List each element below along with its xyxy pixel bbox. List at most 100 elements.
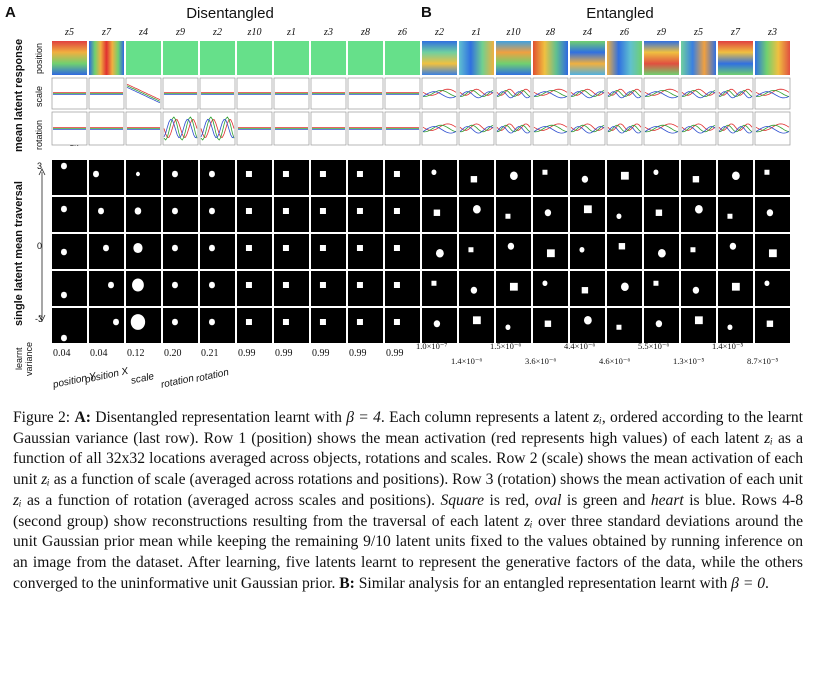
reconstruction-shape [319,171,326,177]
caption-zi: zᵢ [41,471,50,489]
caption-text: is red, [484,491,535,509]
caption-text: Disentangled representation learnt with [90,409,347,426]
response-curve [607,88,642,96]
reconstruction-shape [472,204,481,214]
response-curve [607,126,642,134]
traversal-cell [422,271,457,306]
reconstruction-shape [727,324,733,330]
reconstruction-shape [282,282,289,288]
traversal-cell [533,271,568,306]
reconstruction-shape [768,249,777,258]
response-curve [496,91,531,99]
response-curve [718,88,753,96]
caption-b-label: B: [339,574,355,592]
a-latent-label: z3 [324,27,333,38]
traversal-cell [385,197,420,232]
caption-text: , ordered according to the learnt Gaussi… [13,409,803,447]
a-latent-label: z4 [139,27,148,38]
learnt-variance-value: 0.20 [164,348,182,359]
caption-oval: oval [534,491,562,509]
response-curve [755,124,790,133]
b-latent-label: z8 [546,27,555,38]
caption-fig-label: Figure 2: [13,409,71,426]
traversal-cell [52,308,87,343]
traversal-cell [681,308,716,343]
caption-text: as a function of all 32x32 locations ave… [13,429,804,489]
traversal-cell [570,234,605,269]
reconstruction-shape [282,208,289,214]
traversal-cell [459,234,494,269]
traversal-cell [311,160,346,195]
position-heatmap [348,41,383,75]
learnt-variance-value: 1.0×10⁻⁷ [416,341,448,351]
learnt-variance-value: 0.99 [386,348,404,359]
response-curve [755,91,790,99]
reconstruction-shape [731,282,740,291]
a-latent-label: z1 [287,27,296,38]
reconstruction-shape [245,171,252,177]
reconstruction-shape [208,207,215,215]
caption-zi: zᵢ [593,409,602,426]
reconstruction-shape [655,209,663,216]
traversal-cell [89,271,124,306]
reconstruction-shape [468,247,474,253]
learnt-variance-value: 1.3×10⁻⁵ [673,356,705,366]
traversal-cell [348,234,383,269]
response-curve [200,118,235,139]
traversal-cell [607,234,642,269]
reconstruction-shape [132,278,144,292]
response-curve [755,123,790,131]
reconstruction-shape [282,319,289,325]
response-curve [460,124,494,133]
reconstruction-shape [171,318,178,326]
learnt-variance-value: 5.5×10⁻⁶ [638,341,670,351]
response-curve [533,123,568,131]
b-latent-label: z9 [657,27,666,38]
a-latent-label: z7 [102,27,111,38]
learnt-variance-value: 3.6×10⁻⁶ [525,356,557,366]
reconstruction-shape [653,169,659,175]
response-curve [571,89,605,98]
b-latent-label: z2 [435,27,444,38]
reconstruction-shape [509,282,518,291]
traversal-cell [274,197,309,232]
response-curve [607,123,642,131]
response-curve [533,126,568,134]
response-curve [496,88,531,96]
response-curve [422,91,457,99]
reconstruction-shape [690,247,696,253]
response-curve [755,88,790,96]
reconstruction-shape [472,316,481,325]
traversal-cell [126,160,161,195]
reconstruction-shape [356,245,363,251]
response-curve [681,88,716,96]
reconstruction-shape [245,282,252,288]
learnt-variance-value: 0.12 [127,348,145,359]
b-latent-label: z1 [472,27,481,38]
response-curve [607,91,642,99]
reconstruction-shape [356,282,363,288]
reconstruction-shape [393,282,400,288]
reconstruction-shape [694,316,703,325]
traversal-cell [644,160,679,195]
position-heatmap [311,41,346,75]
figure-grid [38,41,791,343]
response-curve [460,89,494,98]
reconstruction-shape [766,209,774,217]
response-curve [459,126,494,134]
traversal-cell [274,160,309,195]
response-curve [422,124,457,133]
traversal-cell [163,197,198,232]
reconstruction-shape [470,176,478,183]
caption-text: is green and [561,491,651,509]
learnt-variance-value: 0.21 [201,348,219,359]
response-curve [755,89,790,98]
traversal-cell [89,160,124,195]
reconstruction-shape [171,244,178,252]
traversal-cell [533,160,568,195]
reconstruction-shape [579,247,585,253]
b-latent-label: z10 [506,27,521,38]
reconstruction-shape [135,171,140,177]
reconstruction-shape [764,169,770,175]
position-heatmap [385,41,420,75]
